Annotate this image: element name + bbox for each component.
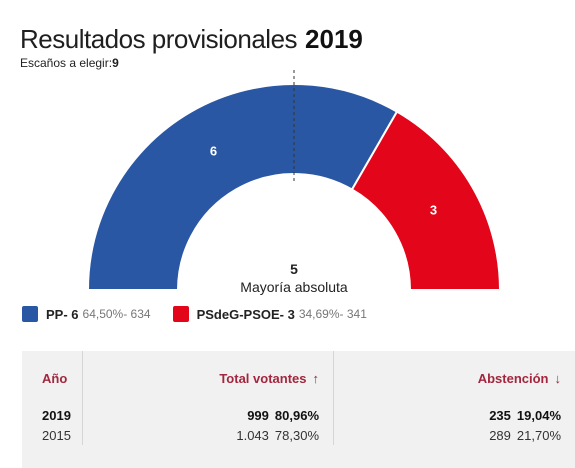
row-total-pct: 78,30% (274, 427, 319, 443)
seats-label: Escaños a elegir: (20, 56, 113, 70)
seat-count-label: 6 (210, 144, 217, 159)
sort-up-icon[interactable]: ↑ (312, 370, 320, 386)
row-total-votes: 999 (247, 407, 269, 423)
legend-detail-pp: 64,50%- 634 (82, 307, 151, 321)
legend-item-pp: PP- 6 64,50%- 634 (22, 306, 151, 322)
header-abstention-label: Abstención (477, 370, 549, 386)
legend-detail-psoe: 34,69%- 341 (298, 307, 367, 321)
sort-down-icon[interactable]: ↓ (554, 370, 562, 386)
table-row: 2019 999 80,96% 235 19,04% (22, 405, 575, 425)
majority-label: Mayoría absoluta (240, 279, 348, 295)
row-year: 2019 (22, 405, 83, 425)
seats-half-donut-chart: 6 3 5 Mayoría absoluta (86, 70, 502, 295)
row-total-pct: 80,96% (274, 407, 319, 423)
seat-count-label: 3 (430, 203, 437, 218)
row-abstention: 235 19,04% (334, 405, 575, 425)
header-total-label: Total votantes (219, 370, 307, 386)
header-year: Año (22, 351, 83, 405)
row-abst-votes: 235 (489, 407, 511, 423)
legend: PP- 6 64,50%- 634 PSdeG-PSOE- 3 34,69%- … (22, 306, 389, 322)
header: Resultados provisionales 2019 (20, 24, 363, 55)
majority-value: 5 (290, 261, 298, 277)
election-year: 2019 (305, 24, 363, 54)
table-row: 2015 1.043 78,30% 289 21,70% (22, 425, 575, 445)
row-total: 999 80,96% (82, 405, 334, 425)
seats-value: 9 (112, 56, 119, 70)
seat-slice-pp (86, 83, 399, 291)
legend-swatch-pp (22, 306, 38, 322)
row-total: 1.043 78,30% (82, 425, 334, 445)
seats-to-elect: Escaños a elegir:9 (20, 56, 119, 70)
row-year: 2015 (22, 425, 83, 445)
header-abstention[interactable]: Abstención ↓ (334, 351, 575, 405)
seat-slice-psdeg-psoe (350, 110, 502, 291)
header-total-voters[interactable]: Total votantes ↑ (82, 351, 334, 405)
turnout-table: Año Total votantes ↑ Abstención ↓ 2019 999… (22, 351, 575, 468)
row-abst-pct: 19,04% (516, 407, 561, 423)
legend-swatch-psoe (172, 306, 189, 322)
legend-item-psoe: PSdeG-PSOE- 3 34,69%- 341 (172, 306, 367, 322)
page-title: Resultados provisionales (20, 24, 298, 54)
row-total-votes: 1.043 (236, 427, 269, 443)
row-abst-pct: 21,70% (516, 427, 561, 443)
legend-label-pp: PP- 6 (46, 306, 79, 322)
row-abst-votes: 289 (489, 427, 511, 443)
legend-label-psoe: PSdeG-PSOE- 3 (196, 306, 295, 322)
row-abstention: 289 21,70% (334, 425, 575, 445)
